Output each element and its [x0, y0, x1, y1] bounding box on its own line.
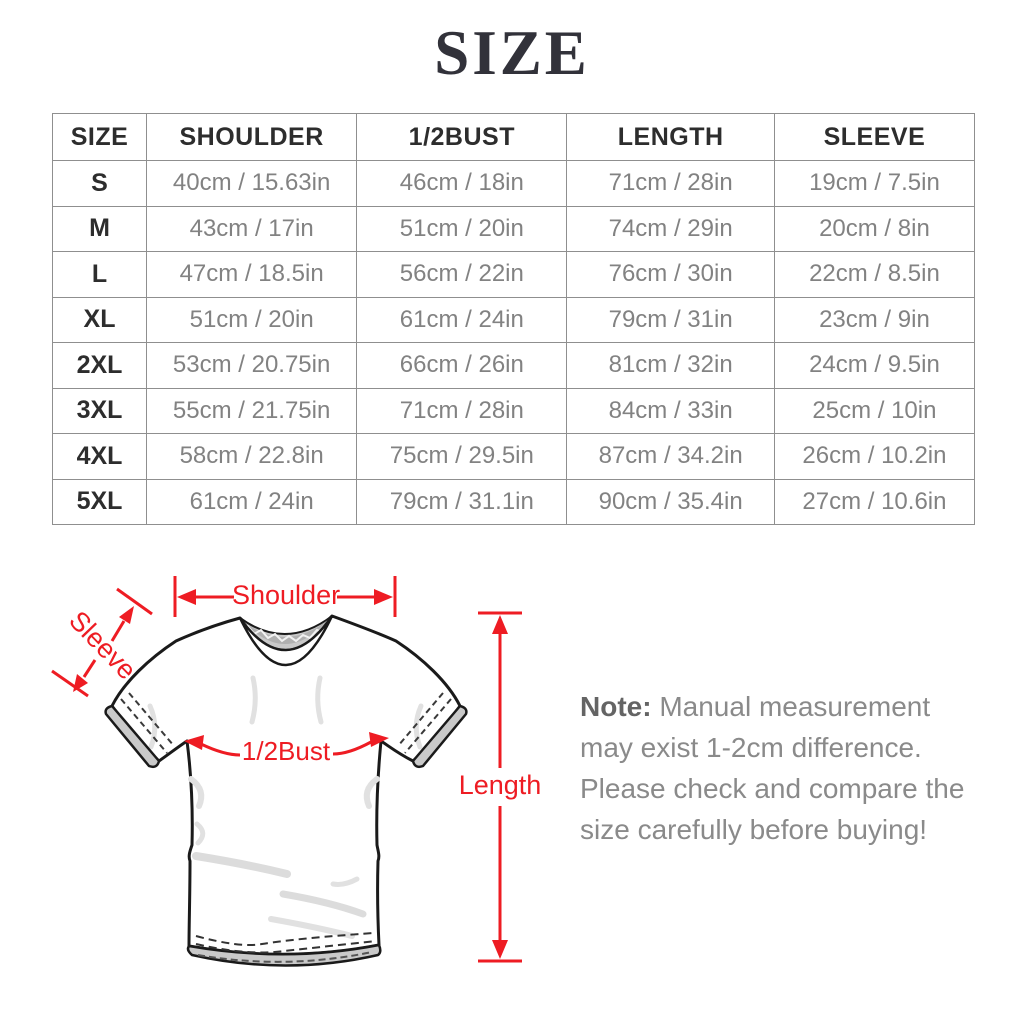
tshirt-cuffs	[104, 692, 468, 769]
cell: 25cm / 10in	[773, 387, 976, 434]
cell: 22cm / 8.5in	[773, 251, 976, 298]
length-measure-label: Length	[458, 770, 542, 800]
header-sleeve: SLEEVE	[773, 113, 976, 161]
cell: 20cm / 8in	[773, 205, 976, 252]
tshirt-collar	[238, 615, 334, 667]
cell: 24cm / 9.5in	[773, 342, 976, 389]
measure-arrow-bust	[184, 732, 389, 757]
measure-arrow-length	[478, 611, 522, 963]
cell: 84cm / 33in	[566, 387, 775, 434]
page-title: SIZE	[434, 18, 590, 88]
table-row: 5XL 61cm / 24in 79cm / 31.1in 90cm / 35.…	[51, 478, 976, 525]
cell: 56cm / 22in	[356, 251, 568, 298]
header-shoulder: SHOULDER	[146, 113, 358, 161]
cell: 81cm / 32in	[566, 342, 775, 389]
tshirt-outline	[110, 614, 462, 956]
cell: 71cm / 28in	[356, 387, 568, 434]
cell: 19cm / 7.5in	[773, 160, 976, 207]
cell: 66cm / 26in	[356, 342, 568, 389]
cell: 51cm / 20in	[146, 296, 358, 343]
cell: 76cm / 30in	[566, 251, 775, 298]
cell: 79cm / 31.1in	[356, 478, 568, 525]
cell: 23cm / 9in	[773, 296, 976, 343]
cell: 61cm / 24in	[146, 478, 358, 525]
cell: 74cm / 29in	[566, 205, 775, 252]
cell: 79cm / 31in	[566, 296, 775, 343]
cell: 26cm / 10.2in	[773, 433, 976, 480]
table-row: M 43cm / 17in 51cm / 20in 74cm / 29in 20…	[51, 205, 976, 252]
cell: 51cm / 20in	[356, 205, 568, 252]
cell: 75cm / 29.5in	[356, 433, 568, 480]
table-row: XL 51cm / 20in 61cm / 24in 79cm / 31in 2…	[51, 296, 976, 343]
cell: 47cm / 18.5in	[146, 251, 358, 298]
table-row: S 40cm / 15.63in 46cm / 18in 71cm / 28in…	[51, 160, 976, 207]
table-row: 2XL 53cm / 20.75in 66cm / 26in 81cm / 32…	[51, 342, 976, 389]
header-bust: 1/2BUST	[356, 113, 568, 161]
row-size-label: 5XL	[51, 478, 148, 525]
row-size-label: S	[51, 160, 148, 207]
tshirt-hem	[186, 932, 382, 967]
table-row: L 47cm / 18.5in 56cm / 22in 76cm / 30in …	[51, 251, 976, 298]
bust-measure-label: 1/2Bust	[241, 736, 331, 766]
tshirt-wrinkles	[147, 675, 424, 939]
row-size-label: 2XL	[51, 342, 148, 389]
table-header-row: SIZE SHOULDER 1/2BUST LENGTH SLEEVE	[51, 113, 976, 161]
cell: 27cm / 10.6in	[773, 478, 976, 525]
cell: 90cm / 35.4in	[566, 478, 775, 525]
cell: 43cm / 17in	[146, 205, 358, 252]
size-table: SIZE SHOULDER 1/2BUST LENGTH SLEEVE S 40…	[51, 113, 976, 525]
header-size: SIZE	[51, 113, 148, 161]
note-text: Note: Manual measurement may exist 1-2cm…	[580, 686, 984, 850]
measure-arrow-sleeve	[51, 587, 153, 698]
note-body: Manual measurement may exist 1-2cm diffe…	[580, 691, 965, 845]
measure-arrow-shoulder	[173, 576, 397, 617]
cell: 61cm / 24in	[356, 296, 568, 343]
cell: 58cm / 22.8in	[146, 433, 358, 480]
row-size-label: 4XL	[51, 433, 148, 480]
row-size-label: 3XL	[51, 387, 148, 434]
header-length: LENGTH	[566, 113, 775, 161]
cell: 46cm / 18in	[356, 160, 568, 207]
shoulder-measure-label: Shoulder	[232, 580, 341, 610]
cell: 53cm / 20.75in	[146, 342, 358, 389]
cell: 71cm / 28in	[566, 160, 775, 207]
note-label: Note:	[580, 691, 652, 722]
cell: 40cm / 15.63in	[146, 160, 358, 207]
table-row: 3XL 55cm / 21.75in 71cm / 28in 84cm / 33…	[51, 387, 976, 434]
